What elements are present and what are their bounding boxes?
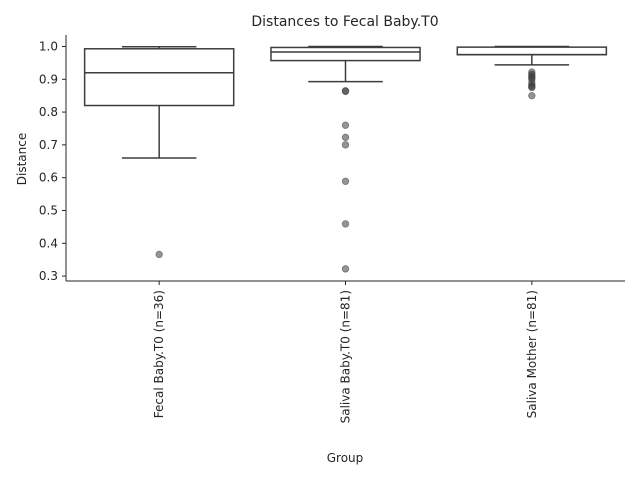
- outlier-point: [528, 83, 536, 92]
- box-group: [270, 45, 421, 273]
- outlier-point: [341, 265, 350, 273]
- box-group: [456, 45, 608, 100]
- x-axis: Fecal Baby.T0 (n=36) Saliva Baby.T0 (n=81…: [66, 280, 625, 423]
- interquartile-box: [456, 46, 608, 56]
- outlier-point: [341, 121, 350, 129]
- x-tick-label: Saliva Mother (n=81): [525, 290, 539, 418]
- y-tick-label: 1.0: [39, 39, 58, 53]
- y-axis: 0.3 0.4 0.5 0.6 0.7 0.8 0.9 1.0: [39, 35, 67, 283]
- y-tick-label: 0.8: [39, 105, 58, 119]
- x-tick-label: Saliva Baby.T0 (n=81): [339, 290, 353, 423]
- chart-title: Distances to Fecal Baby.T0: [251, 14, 438, 30]
- outlier-point: [528, 91, 536, 100]
- outlier-point: [155, 250, 163, 259]
- interquartile-box: [83, 48, 235, 107]
- outlier-point: [341, 177, 350, 185]
- y-tick-label: 0.5: [39, 203, 58, 217]
- box-group: [83, 46, 235, 259]
- x-axis-label: Group: [327, 451, 364, 465]
- y-tick-label: 0.7: [39, 138, 58, 152]
- outlier-point: [341, 133, 350, 142]
- outlier-point: [341, 220, 350, 228]
- outlier-point: [341, 87, 350, 95]
- outlier-point: [341, 141, 350, 149]
- y-tick-label: 0.9: [39, 72, 58, 86]
- y-axis-label: Distance: [15, 133, 29, 185]
- x-tick-label: Fecal Baby.T0 (n=36): [152, 290, 166, 418]
- y-tick-label: 0.3: [39, 269, 58, 283]
- interquartile-box: [270, 46, 421, 62]
- plot-area: [83, 45, 608, 273]
- y-tick-label: 0.6: [39, 171, 58, 185]
- y-tick-label: 0.4: [39, 236, 58, 250]
